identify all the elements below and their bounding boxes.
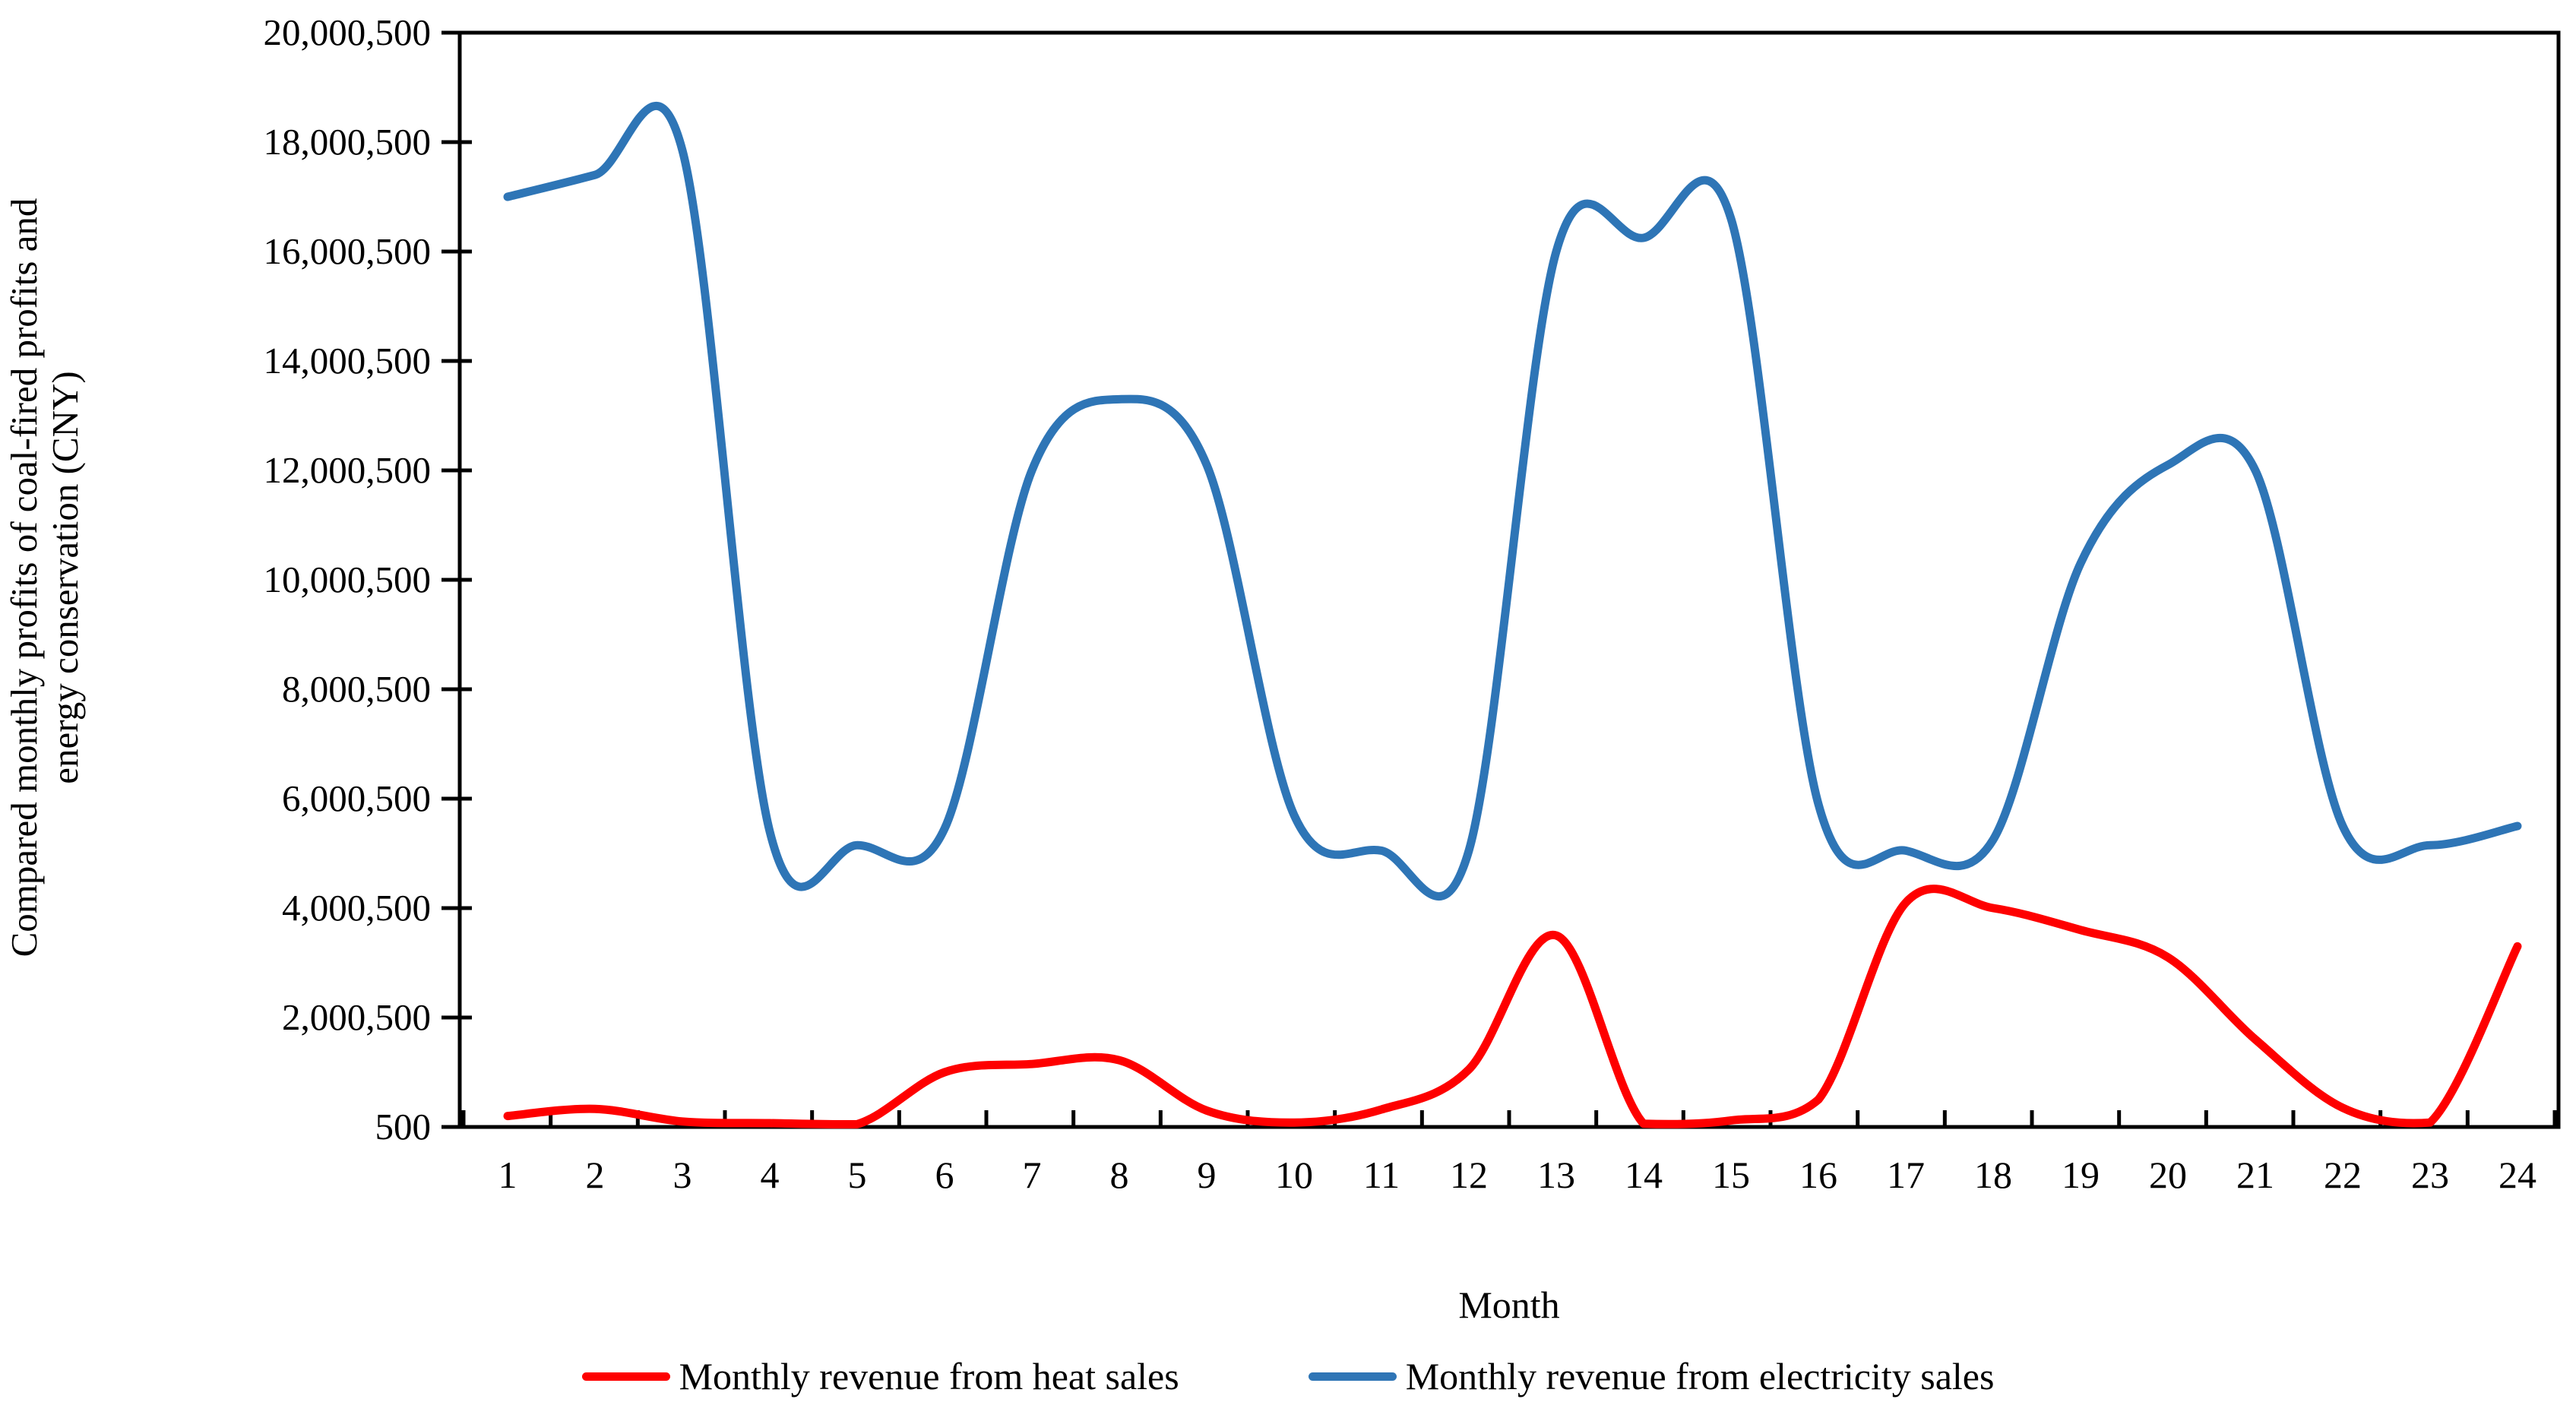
y-axis-title: Compared monthly profits of coal-fired p… [3, 0, 86, 1159]
electricity-series-line [503, 102, 2522, 900]
x-tick-label: 2 [586, 1154, 605, 1196]
heat-series-swatch-icon [581, 1372, 670, 1381]
y-tick-label: 12,000,500 [264, 449, 432, 491]
legend-item-electricity: Monthly revenue from electricity sales [1308, 1354, 1995, 1398]
legend-item-heat: Monthly revenue from heat sales [581, 1354, 1179, 1398]
x-tick-label: 17 [1887, 1154, 1925, 1196]
x-tick-label: 11 [1363, 1154, 1400, 1196]
x-tick-label: 3 [673, 1154, 692, 1196]
x-tick-label: 7 [1023, 1154, 1042, 1196]
x-tick-label: 24 [2498, 1154, 2536, 1196]
x-tick-label: 21 [2236, 1154, 2274, 1196]
x-tick-label: 20 [2149, 1154, 2187, 1196]
electricity-series-swatch-icon [1308, 1372, 1397, 1381]
x-tick-label: 5 [848, 1154, 867, 1196]
y-tick-label: 500 [375, 1106, 432, 1147]
x-tick-label: 12 [1450, 1154, 1488, 1196]
x-tick-label: 23 [2411, 1154, 2449, 1196]
y-tick-label: 16,000,500 [264, 230, 432, 272]
y-axis-title-line2: energy conservation (CNY) [44, 371, 86, 784]
chart-legend: Monthly revenue from heat sales Monthly … [0, 1354, 2576, 1398]
x-tick-label: 1 [498, 1154, 517, 1196]
y-tick-label: 10,000,500 [264, 559, 432, 600]
legend-label-electricity: Monthly revenue from electricity sales [1405, 1355, 1995, 1397]
x-tick-label: 14 [1625, 1154, 1663, 1196]
x-tick-label: 13 [1537, 1154, 1575, 1196]
y-tick-label: 20,000,500 [264, 11, 432, 53]
x-tick-label: 15 [1712, 1154, 1750, 1196]
heat-series-line [503, 885, 2522, 1129]
x-tick-label: 22 [2324, 1154, 2362, 1196]
y-tick-label: 6,000,500 [282, 777, 431, 819]
x-tick-label: 19 [2062, 1154, 2100, 1196]
y-tick-label: 14,000,500 [264, 340, 432, 381]
y-tick-label: 4,000,500 [282, 887, 431, 929]
legend-label-heat: Monthly revenue from heat sales [679, 1355, 1179, 1397]
y-tick-label: 18,000,500 [264, 121, 432, 163]
y-tick-label: 8,000,500 [282, 668, 431, 710]
y-axis-title-line1: Compared monthly profits of coal-fired p… [3, 198, 45, 957]
x-tick-label: 18 [1974, 1154, 2012, 1196]
x-tick-label: 6 [935, 1154, 954, 1196]
y-tick-label: 2,000,500 [282, 996, 431, 1038]
x-tick-label: 10 [1275, 1154, 1313, 1196]
x-axis-title: Month [1458, 1283, 1560, 1326]
x-tick-label: 9 [1198, 1154, 1217, 1196]
x-tick-label: 4 [761, 1154, 780, 1196]
x-tick-label: 16 [1799, 1154, 1837, 1196]
x-tick-label: 8 [1110, 1154, 1129, 1196]
